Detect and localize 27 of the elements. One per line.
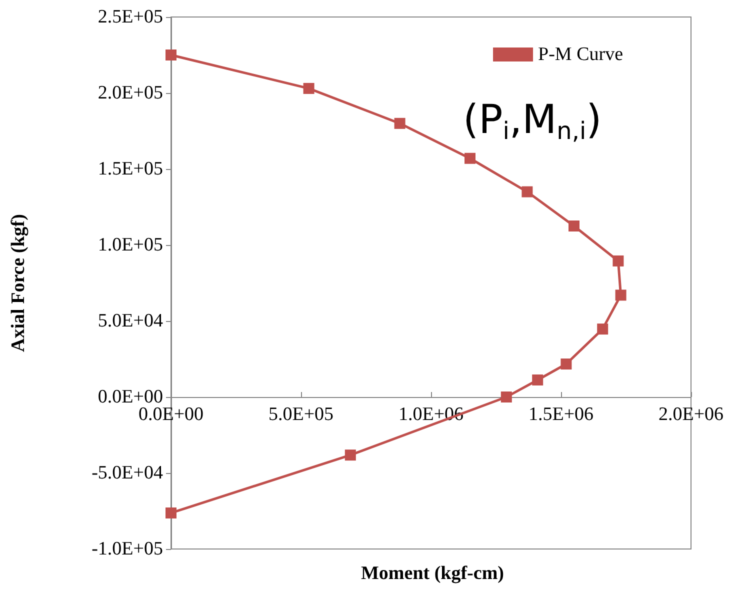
y-axis-title: Axial Force (kgf) <box>8 214 29 352</box>
x-tick-label: 1.5E+06 <box>528 404 594 425</box>
point <box>166 50 176 60</box>
y-tick-label: 2.0E+05 <box>98 82 163 104</box>
x-axis-title: Moment (kgf-cm) <box>361 563 504 584</box>
y-tick-label: 2.5E+05 <box>98 6 163 28</box>
y-tick-label: 1.5E+05 <box>98 158 163 180</box>
legend-label: P-M Curve <box>538 44 624 65</box>
x-tick-label: 2.0E+06 <box>658 404 724 425</box>
x-tick-label: 5.0E+05 <box>268 404 334 425</box>
point <box>522 186 533 198</box>
point <box>615 290 626 301</box>
y-tick-label: 5.0E+04 <box>98 310 164 332</box>
point <box>560 358 572 370</box>
point <box>532 374 544 386</box>
point <box>568 220 580 232</box>
point <box>612 255 624 266</box>
point <box>394 118 406 129</box>
point <box>500 392 512 402</box>
y-tick-label: -5.0E+04 <box>92 462 164 484</box>
point <box>464 152 476 164</box>
point <box>166 507 176 518</box>
y-tick-label: -1.0E+05 <box>92 538 163 560</box>
y-tick-label: 1.0E+05 <box>98 234 163 256</box>
point <box>597 324 608 335</box>
point <box>344 450 356 461</box>
point <box>303 82 314 94</box>
